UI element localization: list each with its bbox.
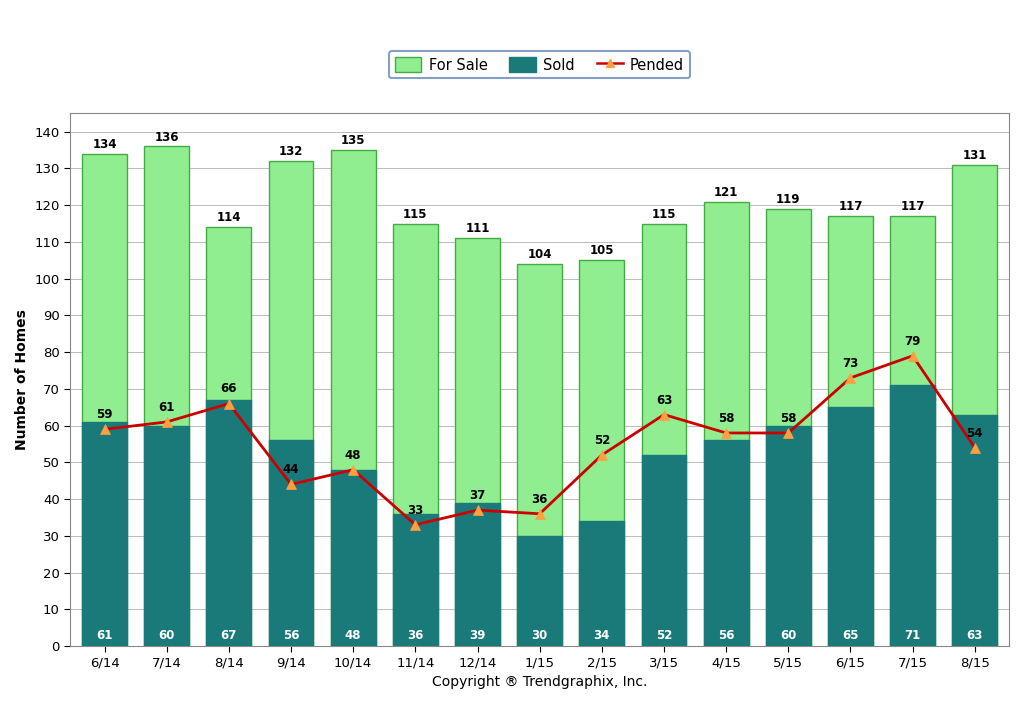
Bar bbox=[455, 503, 500, 646]
Text: 105: 105 bbox=[590, 244, 614, 258]
Text: 52: 52 bbox=[594, 434, 610, 447]
Text: 117: 117 bbox=[839, 201, 862, 213]
Text: 56: 56 bbox=[718, 629, 734, 641]
Y-axis label: Number of Homes: Number of Homes bbox=[15, 309, 29, 450]
Text: 119: 119 bbox=[776, 193, 801, 206]
Bar bbox=[331, 470, 376, 646]
Text: 132: 132 bbox=[279, 145, 303, 158]
Bar bbox=[144, 426, 189, 646]
Text: 56: 56 bbox=[283, 629, 299, 641]
Text: 63: 63 bbox=[967, 629, 983, 641]
Text: 135: 135 bbox=[341, 134, 366, 147]
Bar bbox=[268, 161, 313, 646]
Text: 131: 131 bbox=[963, 149, 987, 162]
Text: 60: 60 bbox=[159, 629, 175, 641]
Bar bbox=[144, 146, 189, 646]
Text: 52: 52 bbox=[655, 629, 672, 641]
Text: 59: 59 bbox=[96, 408, 113, 421]
Text: 34: 34 bbox=[594, 629, 610, 641]
Legend: For Sale, Sold, Pended: For Sale, Sold, Pended bbox=[389, 51, 690, 78]
Bar bbox=[766, 426, 811, 646]
Text: 115: 115 bbox=[651, 208, 676, 220]
Bar bbox=[890, 216, 935, 646]
Bar bbox=[82, 153, 127, 646]
Bar bbox=[766, 209, 811, 646]
Bar bbox=[331, 150, 376, 646]
Bar bbox=[952, 415, 997, 646]
Text: 39: 39 bbox=[469, 629, 485, 641]
Bar bbox=[703, 440, 749, 646]
Text: 61: 61 bbox=[96, 629, 113, 641]
Text: 67: 67 bbox=[221, 629, 237, 641]
Text: 73: 73 bbox=[843, 357, 858, 370]
Text: 37: 37 bbox=[469, 489, 485, 502]
Bar bbox=[517, 536, 562, 646]
Text: 121: 121 bbox=[714, 186, 738, 199]
Bar bbox=[455, 238, 500, 646]
Bar bbox=[703, 201, 749, 646]
Text: 104: 104 bbox=[527, 248, 552, 261]
Bar bbox=[393, 514, 437, 646]
Text: 61: 61 bbox=[159, 401, 175, 414]
Text: 54: 54 bbox=[967, 427, 983, 439]
Text: 30: 30 bbox=[531, 629, 548, 641]
Text: 48: 48 bbox=[345, 629, 361, 641]
Bar bbox=[82, 422, 127, 646]
Bar bbox=[580, 521, 625, 646]
Bar bbox=[642, 455, 686, 646]
Bar bbox=[207, 227, 251, 646]
Text: 58: 58 bbox=[718, 412, 734, 425]
Text: 117: 117 bbox=[900, 201, 925, 213]
Bar bbox=[207, 400, 251, 646]
Bar bbox=[890, 385, 935, 646]
Bar bbox=[952, 165, 997, 646]
Text: 44: 44 bbox=[283, 463, 299, 477]
Text: 48: 48 bbox=[345, 448, 361, 462]
Text: 111: 111 bbox=[465, 222, 489, 235]
Text: 114: 114 bbox=[217, 211, 241, 225]
Text: 79: 79 bbox=[904, 334, 921, 348]
Bar bbox=[580, 260, 625, 646]
Text: 134: 134 bbox=[92, 138, 117, 151]
Text: 36: 36 bbox=[531, 493, 548, 505]
Bar bbox=[393, 224, 437, 646]
X-axis label: Copyright ® Trendgraphix, Inc.: Copyright ® Trendgraphix, Inc. bbox=[432, 675, 647, 689]
Text: 71: 71 bbox=[904, 629, 921, 641]
Text: 36: 36 bbox=[408, 629, 424, 641]
Text: 60: 60 bbox=[780, 629, 797, 641]
Bar bbox=[268, 440, 313, 646]
Text: 65: 65 bbox=[842, 629, 859, 641]
Bar bbox=[517, 264, 562, 646]
Text: 115: 115 bbox=[403, 208, 428, 220]
Bar bbox=[642, 224, 686, 646]
Bar bbox=[828, 407, 872, 646]
Text: 33: 33 bbox=[408, 504, 424, 517]
Text: 66: 66 bbox=[220, 382, 238, 396]
Text: 58: 58 bbox=[780, 412, 797, 425]
Text: 136: 136 bbox=[155, 130, 179, 144]
Bar bbox=[828, 216, 872, 646]
Text: 63: 63 bbox=[655, 394, 672, 406]
